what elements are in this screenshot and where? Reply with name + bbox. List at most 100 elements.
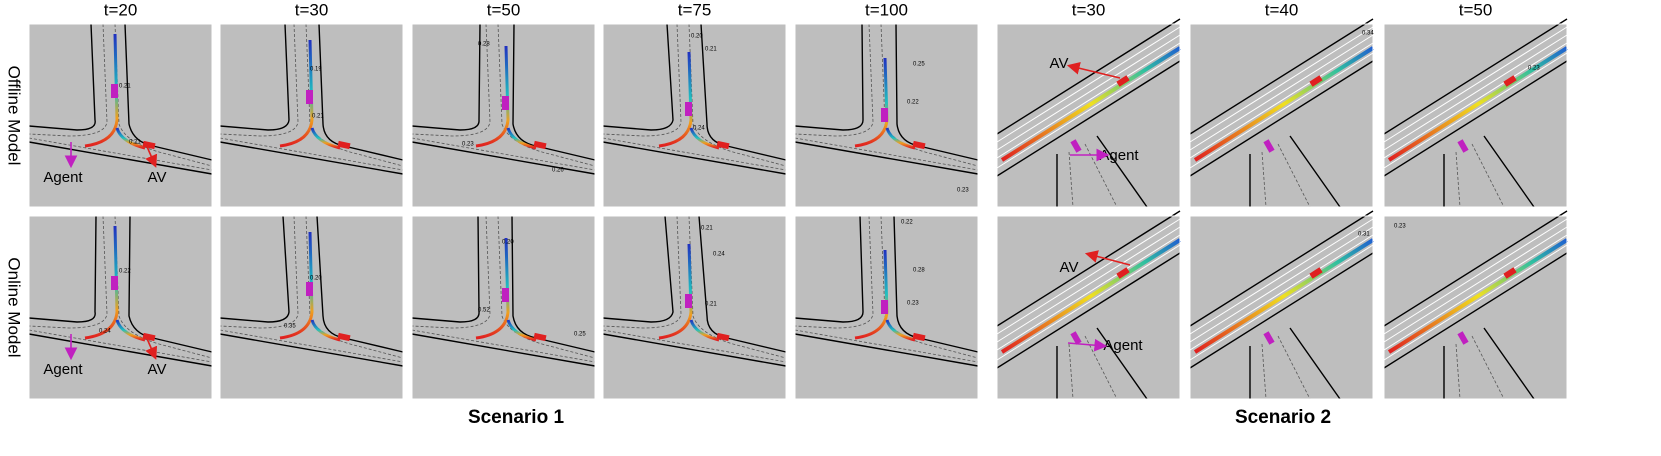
lane-line bbox=[411, 137, 596, 171]
road-edge bbox=[1383, 34, 1568, 151]
probability-label: 0.52 bbox=[478, 308, 490, 314]
lane-line bbox=[794, 329, 979, 363]
trajectory bbox=[658, 243, 693, 340]
trajectory bbox=[84, 33, 119, 148]
panel-bg bbox=[1384, 216, 1567, 399]
trajectory bbox=[310, 319, 341, 342]
panel: AV Agent bbox=[996, 210, 1182, 400]
lane-line bbox=[602, 137, 787, 171]
panel-bg bbox=[603, 24, 786, 207]
panel-bg bbox=[412, 216, 595, 399]
trajectory bbox=[1387, 238, 1569, 354]
agent-vehicle bbox=[111, 276, 118, 290]
road-edge bbox=[996, 244, 1181, 361]
lane-line bbox=[28, 329, 213, 363]
annotation-arrow bbox=[1066, 62, 1121, 79]
road-edge bbox=[794, 333, 979, 367]
lane-line bbox=[794, 137, 979, 171]
road-edge bbox=[1383, 226, 1568, 343]
trajectory bbox=[475, 237, 510, 340]
probability-label: 0.21 bbox=[312, 114, 324, 120]
agent-vehicle bbox=[1070, 139, 1082, 153]
panel-bg bbox=[29, 216, 212, 399]
agent-vehicle bbox=[306, 282, 313, 296]
trajectory bbox=[1000, 238, 1182, 354]
trajectory bbox=[115, 319, 146, 342]
agent-vehicle bbox=[1070, 331, 1082, 345]
probability-label: 0.24 bbox=[99, 329, 111, 335]
road-edge bbox=[602, 333, 787, 367]
probability-label: 0.22 bbox=[119, 269, 131, 275]
road-edge bbox=[28, 333, 213, 367]
panel-bg bbox=[997, 216, 1180, 399]
panel-border bbox=[1189, 23, 1374, 208]
trajectory bbox=[279, 39, 314, 148]
av-vehicle bbox=[1116, 75, 1130, 87]
lane-line bbox=[1455, 335, 1505, 400]
av-vehicle bbox=[716, 140, 730, 150]
trajectory bbox=[279, 231, 314, 340]
panel-border bbox=[1383, 23, 1568, 208]
road-edge bbox=[602, 215, 674, 323]
panel-bg bbox=[603, 216, 786, 399]
lane-line bbox=[219, 23, 299, 137]
annotation-arrow bbox=[144, 141, 158, 168]
road-edge bbox=[411, 333, 596, 367]
road-edge bbox=[1189, 210, 1374, 327]
panel-border bbox=[219, 23, 404, 208]
panel: 0.22 0.24 Agent AV bbox=[28, 215, 213, 400]
probability-label: 0.23 bbox=[1528, 66, 1540, 72]
panel-border bbox=[219, 215, 404, 400]
road-edge bbox=[1189, 218, 1374, 335]
trajectory bbox=[310, 127, 341, 150]
annotation-arrow bbox=[144, 333, 158, 360]
lane-line bbox=[411, 215, 491, 329]
road-edge bbox=[1056, 135, 1148, 208]
probability-label: 0.23 bbox=[957, 188, 969, 194]
agent-vehicle bbox=[881, 300, 888, 314]
av-vehicle bbox=[1309, 267, 1323, 279]
annotation: AV bbox=[148, 169, 167, 186]
panel-border bbox=[602, 215, 787, 400]
annotation: AV bbox=[148, 361, 167, 378]
road-edge bbox=[28, 23, 96, 131]
road-edge bbox=[794, 23, 864, 131]
trajectory bbox=[84, 225, 119, 340]
lane-line bbox=[602, 329, 787, 363]
probability-label: 0.25 bbox=[913, 62, 925, 68]
row-label: Offline Model bbox=[5, 66, 24, 166]
trajectory bbox=[506, 127, 537, 150]
panel: 0.21 0.21 Agent AV bbox=[28, 23, 213, 208]
panel-border bbox=[996, 23, 1181, 208]
probability-label: 0.25 bbox=[574, 332, 586, 338]
panel-bg bbox=[997, 24, 1180, 207]
lane-line bbox=[1068, 335, 1118, 400]
probability-label: 0.34 bbox=[1362, 31, 1374, 37]
probability-label: 0.19 bbox=[310, 67, 322, 73]
trajectory bbox=[115, 127, 146, 150]
lane-line bbox=[1261, 335, 1311, 400]
panel: 0.31 bbox=[1189, 210, 1375, 400]
annotation: Agent bbox=[43, 361, 83, 378]
road-edge bbox=[1443, 327, 1535, 400]
road-edge bbox=[1189, 52, 1374, 169]
road-edge bbox=[1189, 252, 1374, 369]
panel-border bbox=[411, 215, 596, 400]
probability-label: 0.20 bbox=[310, 276, 322, 282]
road-edge bbox=[1383, 218, 1568, 335]
trajectory bbox=[1193, 46, 1375, 162]
road-edge bbox=[996, 42, 1181, 159]
probability-label: 0.23 bbox=[462, 142, 474, 148]
agent-vehicle bbox=[306, 90, 313, 104]
road-edge bbox=[996, 218, 1181, 335]
agent-vehicle bbox=[1263, 331, 1275, 345]
road-edge bbox=[1383, 244, 1568, 361]
trajectory bbox=[506, 319, 537, 342]
lane-line bbox=[602, 215, 682, 329]
probability-label: 0.21 bbox=[129, 140, 141, 146]
trajectory bbox=[885, 319, 916, 342]
probability-label: 0.23 bbox=[907, 301, 919, 307]
av-vehicle bbox=[533, 140, 547, 150]
panel: 0.20 0.52 0.25 bbox=[411, 215, 596, 400]
